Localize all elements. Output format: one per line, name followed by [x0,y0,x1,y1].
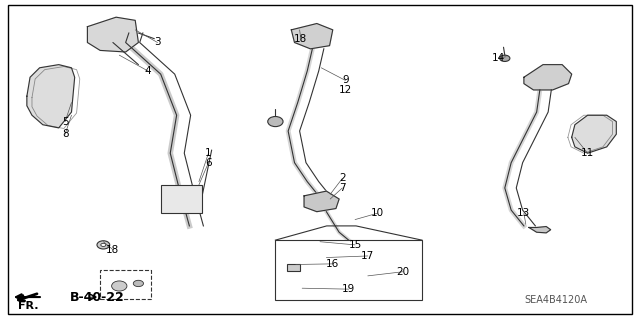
Ellipse shape [304,31,321,42]
Ellipse shape [500,55,510,62]
Text: 18: 18 [106,245,120,255]
Text: 1: 1 [205,148,212,158]
Text: 19: 19 [342,284,355,294]
Text: 16: 16 [326,259,339,269]
Ellipse shape [97,241,109,249]
Text: 18: 18 [294,34,307,44]
Text: 5: 5 [62,116,68,127]
Polygon shape [27,65,75,128]
Ellipse shape [351,272,366,282]
Text: 14: 14 [492,53,505,63]
Text: 20: 20 [396,267,410,277]
Ellipse shape [268,116,283,127]
Bar [100,270,151,299]
Text: SEA4B4120A: SEA4B4120A [524,295,588,305]
Text: 15: 15 [348,240,362,250]
Ellipse shape [111,281,127,291]
Text: 6: 6 [205,158,212,168]
Text: B-40-22: B-40-22 [70,291,125,304]
Polygon shape [524,65,572,90]
Polygon shape [304,191,339,212]
Ellipse shape [133,280,143,286]
Text: 2: 2 [339,174,346,183]
Text: 12: 12 [339,85,352,95]
Text: 9: 9 [342,76,349,85]
Text: 8: 8 [62,129,68,139]
Text: 11: 11 [581,148,595,158]
Ellipse shape [109,32,116,37]
Text: 3: 3 [154,38,161,48]
Text: 10: 10 [371,208,384,218]
Bar [275,240,422,300]
Polygon shape [88,17,138,52]
Text: 17: 17 [361,251,374,261]
Polygon shape [572,115,616,153]
Bar [161,185,202,213]
Ellipse shape [103,28,122,41]
Bar [287,264,300,271]
Text: 13: 13 [517,208,531,218]
Polygon shape [291,24,333,49]
Polygon shape [529,226,550,233]
Text: FR.: FR. [18,301,38,311]
Ellipse shape [100,243,106,247]
Ellipse shape [315,255,328,263]
Text: 7: 7 [339,183,346,193]
Ellipse shape [293,286,306,293]
Text: 4: 4 [145,66,151,76]
